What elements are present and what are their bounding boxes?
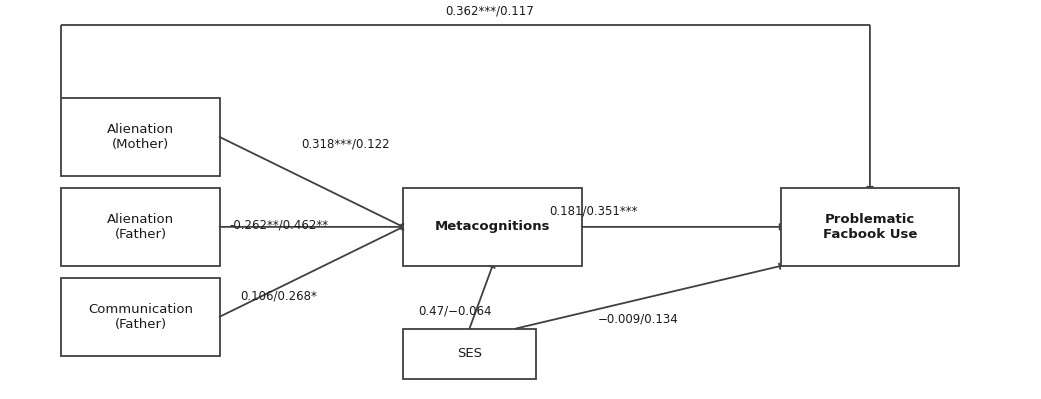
FancyBboxPatch shape: [403, 188, 582, 266]
FancyBboxPatch shape: [61, 188, 220, 266]
Text: 0.106/0.268*: 0.106/0.268*: [239, 289, 316, 302]
Text: -0.262**/0.462**: -0.262**/0.462**: [230, 218, 329, 231]
Text: 0.181/0.351***: 0.181/0.351***: [550, 204, 638, 217]
FancyBboxPatch shape: [403, 328, 536, 379]
Text: 0.47/−0.064: 0.47/−0.064: [418, 304, 492, 318]
Text: Problematic
Facbook Use: Problematic Facbook Use: [822, 213, 917, 241]
FancyBboxPatch shape: [61, 278, 220, 356]
FancyBboxPatch shape: [781, 188, 959, 266]
Text: Metacognitions: Metacognitions: [435, 220, 551, 233]
Text: Alienation
(Mother): Alienation (Mother): [107, 123, 174, 151]
FancyBboxPatch shape: [61, 98, 220, 176]
Text: SES: SES: [457, 348, 482, 360]
Text: 0.362***/0.117: 0.362***/0.117: [446, 5, 534, 18]
Text: 0.318***/0.122: 0.318***/0.122: [301, 138, 389, 151]
Text: Alienation
(Father): Alienation (Father): [107, 213, 174, 241]
Text: Communication
(Father): Communication (Father): [88, 303, 193, 331]
Text: −0.009/0.134: −0.009/0.134: [598, 313, 678, 326]
